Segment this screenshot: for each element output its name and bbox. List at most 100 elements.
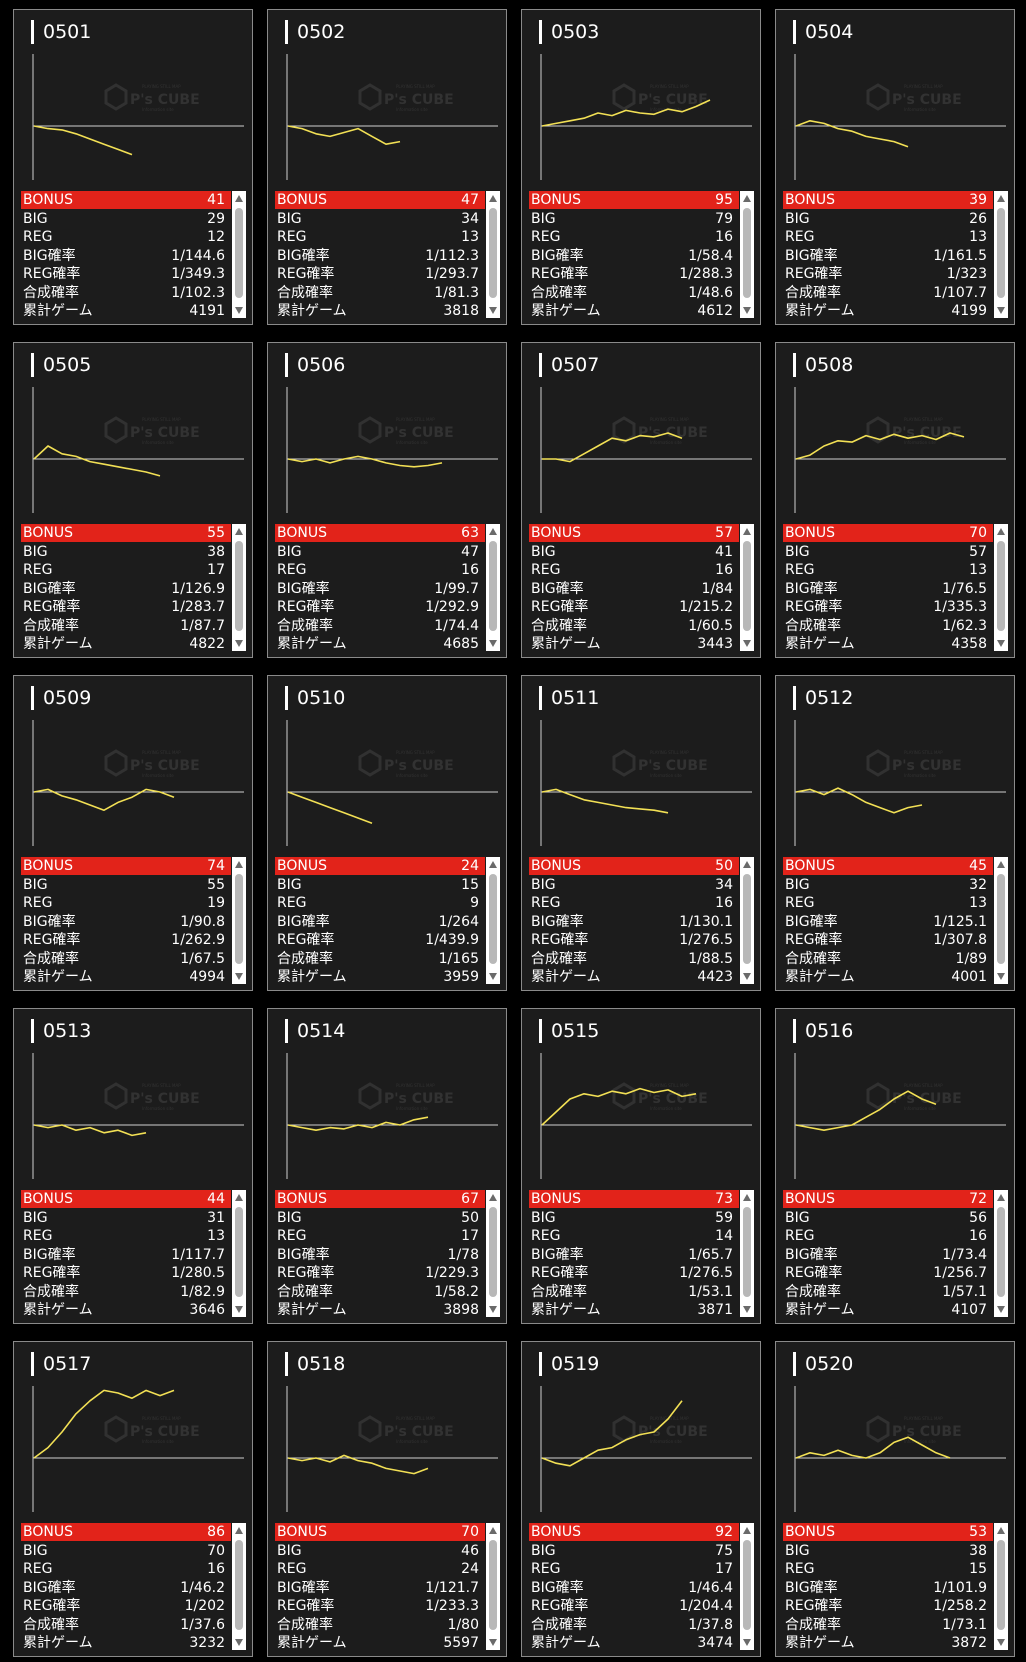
scroll-thumb[interactable] bbox=[997, 1540, 1005, 1630]
scroll-thumb[interactable] bbox=[997, 208, 1005, 298]
stats-scrollbar[interactable] bbox=[994, 1523, 1008, 1650]
scroll-up-icon[interactable] bbox=[997, 195, 1005, 202]
scroll-thumb[interactable] bbox=[489, 1207, 497, 1297]
stats-scrollbar[interactable] bbox=[486, 1523, 500, 1650]
scroll-thumb[interactable] bbox=[235, 208, 243, 298]
machine-card[interactable]: 0503 P's CUBE PLAYING STILL MAP Information… bbox=[521, 9, 761, 325]
scroll-thumb[interactable] bbox=[743, 1540, 751, 1630]
scroll-up-icon[interactable] bbox=[743, 1194, 751, 1201]
stats-scrollbar[interactable] bbox=[232, 191, 246, 318]
scroll-thumb[interactable] bbox=[743, 874, 751, 964]
scroll-up-icon[interactable] bbox=[489, 1527, 497, 1534]
machine-card[interactable]: 0513 P's CUBE PLAYING STILL MAP Information… bbox=[13, 1008, 253, 1324]
scroll-up-icon[interactable] bbox=[743, 861, 751, 868]
scroll-up-icon[interactable] bbox=[489, 528, 497, 535]
scroll-up-icon[interactable] bbox=[997, 1527, 1005, 1534]
stats-scrollbar[interactable] bbox=[232, 1523, 246, 1650]
stats-scrollbar[interactable] bbox=[232, 857, 246, 984]
scroll-up-icon[interactable] bbox=[235, 528, 243, 535]
scroll-down-icon[interactable] bbox=[743, 307, 751, 314]
scroll-up-icon[interactable] bbox=[235, 861, 243, 868]
scroll-down-icon[interactable] bbox=[489, 1306, 497, 1313]
scroll-up-icon[interactable] bbox=[489, 195, 497, 202]
scroll-thumb[interactable] bbox=[997, 874, 1005, 964]
scroll-thumb[interactable] bbox=[489, 874, 497, 964]
machine-card[interactable]: 0505 P's CUBE PLAYING STILL MAP Information… bbox=[13, 342, 253, 658]
scroll-up-icon[interactable] bbox=[743, 195, 751, 202]
stats-scrollbar[interactable] bbox=[740, 1523, 754, 1650]
machine-card[interactable]: 0515 P's CUBE PLAYING STILL MAP Information… bbox=[521, 1008, 761, 1324]
machine-card[interactable]: 0512 P's CUBE PLAYING STILL MAP Information… bbox=[775, 675, 1015, 991]
scroll-thumb[interactable] bbox=[235, 1207, 243, 1297]
scroll-thumb[interactable] bbox=[489, 541, 497, 631]
scroll-up-icon[interactable] bbox=[489, 1194, 497, 1201]
scroll-thumb[interactable] bbox=[997, 1207, 1005, 1297]
stats-scrollbar[interactable] bbox=[232, 524, 246, 651]
scroll-down-icon[interactable] bbox=[235, 640, 243, 647]
scroll-down-icon[interactable] bbox=[997, 1639, 1005, 1646]
machine-card[interactable]: 0510 P's CUBE PLAYING STILL MAP Information… bbox=[267, 675, 507, 991]
stats-scrollbar[interactable] bbox=[486, 524, 500, 651]
scroll-down-icon[interactable] bbox=[997, 307, 1005, 314]
scroll-down-icon[interactable] bbox=[743, 640, 751, 647]
scroll-down-icon[interactable] bbox=[997, 640, 1005, 647]
machine-card[interactable]: 0511 P's CUBE PLAYING STILL MAP Information… bbox=[521, 675, 761, 991]
scroll-up-icon[interactable] bbox=[489, 861, 497, 868]
scroll-down-icon[interactable] bbox=[489, 973, 497, 980]
scroll-thumb[interactable] bbox=[235, 874, 243, 964]
scroll-down-icon[interactable] bbox=[235, 307, 243, 314]
scroll-down-icon[interactable] bbox=[235, 1306, 243, 1313]
scroll-up-icon[interactable] bbox=[997, 1194, 1005, 1201]
stats-scrollbar[interactable] bbox=[994, 1190, 1008, 1317]
scroll-thumb[interactable] bbox=[489, 1540, 497, 1630]
scroll-thumb[interactable] bbox=[743, 541, 751, 631]
scroll-down-icon[interactable] bbox=[997, 1306, 1005, 1313]
scroll-thumb[interactable] bbox=[997, 541, 1005, 631]
stats-scrollbar[interactable] bbox=[740, 857, 754, 984]
scroll-up-icon[interactable] bbox=[743, 1527, 751, 1534]
scroll-up-icon[interactable] bbox=[997, 861, 1005, 868]
scroll-thumb[interactable] bbox=[743, 208, 751, 298]
scroll-down-icon[interactable] bbox=[489, 640, 497, 647]
scroll-down-icon[interactable] bbox=[997, 973, 1005, 980]
stats-scrollbar[interactable] bbox=[740, 1190, 754, 1317]
scroll-down-icon[interactable] bbox=[235, 1639, 243, 1646]
machine-card[interactable]: 0520 P's CUBE PLAYING STILL MAP Information… bbox=[775, 1341, 1015, 1657]
machine-card[interactable]: 0516 P's CUBE PLAYING STILL MAP Information… bbox=[775, 1008, 1015, 1324]
scroll-down-icon[interactable] bbox=[489, 307, 497, 314]
machine-card[interactable]: 0508 P's CUBE PLAYING STILL MAP Information… bbox=[775, 342, 1015, 658]
machine-card[interactable]: 0518 P's CUBE PLAYING STILL MAP Information… bbox=[267, 1341, 507, 1657]
stats-scrollbar[interactable] bbox=[994, 524, 1008, 651]
stats-scrollbar[interactable] bbox=[740, 191, 754, 318]
machine-card[interactable]: 0509 P's CUBE PLAYING STILL MAP Information… bbox=[13, 675, 253, 991]
machine-card[interactable]: 0507 P's CUBE PLAYING STILL MAP Information… bbox=[521, 342, 761, 658]
stats-scrollbar[interactable] bbox=[486, 1190, 500, 1317]
scroll-thumb[interactable] bbox=[235, 541, 243, 631]
machine-card[interactable]: 0514 P's CUBE PLAYING STILL MAP Information… bbox=[267, 1008, 507, 1324]
scroll-thumb[interactable] bbox=[743, 1207, 751, 1297]
machine-card[interactable]: 0501 P's CUBE PLAYING STILL MAP Information… bbox=[13, 9, 253, 325]
scroll-up-icon[interactable] bbox=[743, 528, 751, 535]
scroll-down-icon[interactable] bbox=[743, 1306, 751, 1313]
machine-card[interactable]: 0519 P's CUBE PLAYING STILL MAP Information… bbox=[521, 1341, 761, 1657]
scroll-up-icon[interactable] bbox=[235, 195, 243, 202]
machine-card[interactable]: 0502 P's CUBE PLAYING STILL MAP Information… bbox=[267, 9, 507, 325]
scroll-down-icon[interactable] bbox=[743, 973, 751, 980]
stats-scrollbar[interactable] bbox=[232, 1190, 246, 1317]
stats-scrollbar[interactable] bbox=[486, 191, 500, 318]
scroll-down-icon[interactable] bbox=[235, 973, 243, 980]
scroll-down-icon[interactable] bbox=[743, 1639, 751, 1646]
scroll-down-icon[interactable] bbox=[489, 1639, 497, 1646]
scroll-thumb[interactable] bbox=[489, 208, 497, 298]
machine-card[interactable]: 0504 P's CUBE PLAYING STILL MAP Information… bbox=[775, 9, 1015, 325]
machine-card[interactable]: 0506 P's CUBE PLAYING STILL MAP Information… bbox=[267, 342, 507, 658]
scroll-up-icon[interactable] bbox=[997, 528, 1005, 535]
stats-scrollbar[interactable] bbox=[994, 191, 1008, 318]
stats-scrollbar[interactable] bbox=[486, 857, 500, 984]
scroll-up-icon[interactable] bbox=[235, 1527, 243, 1534]
stats-scrollbar[interactable] bbox=[740, 524, 754, 651]
scroll-up-icon[interactable] bbox=[235, 1194, 243, 1201]
stats-scrollbar[interactable] bbox=[994, 857, 1008, 984]
scroll-thumb[interactable] bbox=[235, 1540, 243, 1630]
machine-card[interactable]: 0517 P's CUBE PLAYING STILL MAP Information… bbox=[13, 1341, 253, 1657]
